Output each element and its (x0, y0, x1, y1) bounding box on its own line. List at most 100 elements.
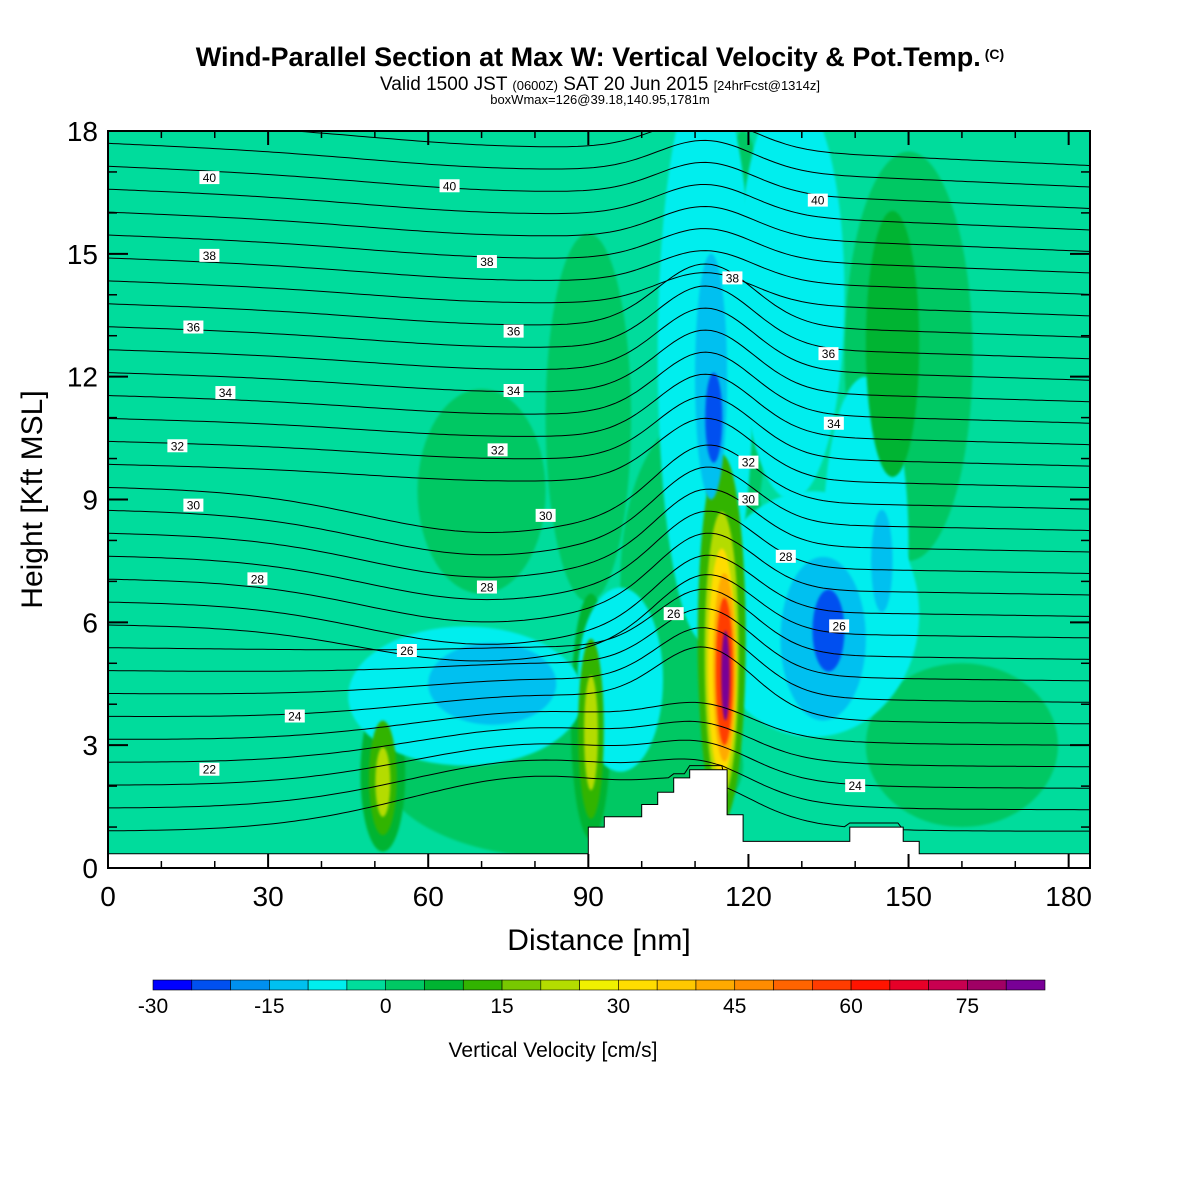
colorbar-tick-label: 45 (723, 995, 746, 1018)
isentrope-label-text: 38 (480, 255, 494, 269)
isentrope-label-box (663, 607, 684, 621)
velocity-cell (375, 747, 391, 817)
y-tick-label: 0 (82, 853, 98, 884)
isentrope-label-box (823, 416, 844, 430)
velocity-cell (871, 509, 893, 613)
isentrope-label-box (215, 386, 236, 400)
isentrope-label: 24 (845, 779, 866, 793)
isentrope-line (108, 720, 1090, 768)
colorbar-swatch (501, 979, 542, 991)
isentrope-line (108, 395, 1090, 467)
isentrope-label-text: 28 (779, 550, 793, 564)
velocity-cell (705, 372, 723, 463)
isentrope-line (108, 466, 1090, 556)
isentrope-line (108, 139, 1090, 188)
isentrope-label-box (818, 347, 839, 361)
isentrope-label-text: 38 (203, 249, 217, 263)
colorbar-swatch (307, 979, 348, 991)
colorbar-swatch (967, 979, 1007, 991)
isentrope-label-box (476, 580, 497, 594)
subtitle-utc: (0600Z) (512, 78, 558, 93)
x-tick-label: 150 (885, 881, 932, 912)
isentrope-label-box (183, 320, 204, 334)
isentrope-label: 34 (823, 416, 844, 431)
velocity-cell (545, 233, 632, 602)
isentrope-label: 40 (199, 171, 220, 185)
x-tick-label: 0 (100, 881, 116, 912)
isentrope-label-text: 36 (507, 325, 521, 339)
isentrope-line (108, 250, 1090, 295)
colorbar-swatch (191, 979, 231, 991)
isentrope-label-box (503, 383, 524, 397)
isentrope-label-text: 22 (203, 763, 217, 777)
colorbar-swatch (734, 979, 774, 991)
isentrope-label-box (199, 762, 220, 776)
colorbar-tick-label: -30 (138, 995, 168, 1018)
isentrope-label: 30 (535, 508, 556, 523)
isentrope-line (287, 131, 1090, 167)
isentrope-line (108, 554, 1090, 645)
isentrope-label-text: 28 (251, 572, 265, 586)
colorbar-swatch (230, 979, 270, 991)
isentrope-line (108, 532, 1090, 623)
isentrope-line (108, 351, 1090, 424)
isentrope-label: 30 (183, 498, 204, 513)
isentrope-line (108, 627, 1090, 703)
isentrope-label: 26 (663, 607, 684, 621)
x-tick-label: 180 (1045, 881, 1092, 912)
isentrope-labels: 40 40 40 38 38 38 36 36 36 34 34 34 32 32 32 30 30 30 28 28… (167, 171, 866, 793)
isentrope-line (108, 510, 1090, 601)
isentrope-label-text: 34 (219, 386, 233, 400)
isentrope-label-text: 40 (203, 171, 217, 185)
colorbar-swatch (269, 979, 309, 991)
y-tick-label: 9 (82, 485, 98, 516)
isentrope-line (108, 228, 1090, 274)
colorbar-swatch (346, 979, 386, 991)
isentrope-line (108, 488, 1090, 578)
isentrope-label-box (722, 271, 743, 285)
isentrope-line (108, 444, 1090, 533)
isentrope-label-box (396, 643, 417, 657)
isentrope-label-text: 36 (187, 321, 201, 335)
y-tick-label: 12 (67, 362, 98, 393)
x-axis-label: Distance [nm] (507, 924, 690, 957)
colorbar-swatch (695, 979, 736, 991)
isentropes (108, 131, 1090, 832)
isentrope-line (108, 417, 1090, 489)
colorbar-tick-label: 15 (490, 995, 513, 1018)
subtitle-date: SAT 20 Jun 2015 (563, 74, 709, 95)
isentrope-label: 36 (818, 347, 839, 361)
subtitle-forecast: [24hrFcst@1314z] (713, 78, 820, 93)
isentrope-label-box (807, 193, 828, 207)
y-tick-label: 15 (67, 239, 98, 270)
isentrope-label-text: 26 (667, 607, 681, 621)
colorbar-tick-label: 60 (839, 995, 862, 1018)
isentrope-line (108, 329, 1090, 403)
x-tick-label: 60 (413, 881, 444, 912)
isentrope-label: 34 (503, 383, 524, 398)
isentrope-label-text: 26 (832, 619, 846, 633)
colorbar-swatch (424, 979, 464, 991)
chart-title: Wind-Parallel Section at Max W: Vertical… (0, 42, 1200, 73)
subtitle-valid: Valid 1500 JST (380, 74, 508, 95)
colorbar-swatch (385, 979, 425, 991)
isentrope-label: 38 (199, 248, 220, 263)
colorbar-tick-label: 30 (607, 995, 630, 1018)
isentrope-line (108, 184, 1090, 231)
isentrope-label-box (199, 248, 220, 262)
isentrope-line (108, 285, 1090, 360)
isentrope-label-text: 40 (811, 194, 825, 208)
isentrope-label-text: 30 (187, 499, 201, 513)
y-tick-label: 18 (67, 116, 98, 147)
isentrope-label-box (845, 779, 866, 793)
colorbar-swatch (618, 979, 658, 991)
isentrope-label-text: 30 (539, 509, 553, 523)
y-axis-label: Height [Kft MSL] (16, 390, 49, 608)
isentrope-label: 28 (476, 580, 497, 595)
isentrope-label: 40 (439, 179, 460, 193)
chart-subtitle: Valid 1500 JST (0600Z) SAT 20 Jun 2015 [… (0, 74, 1200, 96)
isentrope-label-text: 30 (742, 493, 756, 507)
colorbar: -30 -15 0 15 30 45 60 75 Vertical Velocity [cm/s… (138, 979, 1046, 1062)
isentrope-label-box (476, 255, 497, 269)
isentrope-label-box (247, 572, 268, 586)
